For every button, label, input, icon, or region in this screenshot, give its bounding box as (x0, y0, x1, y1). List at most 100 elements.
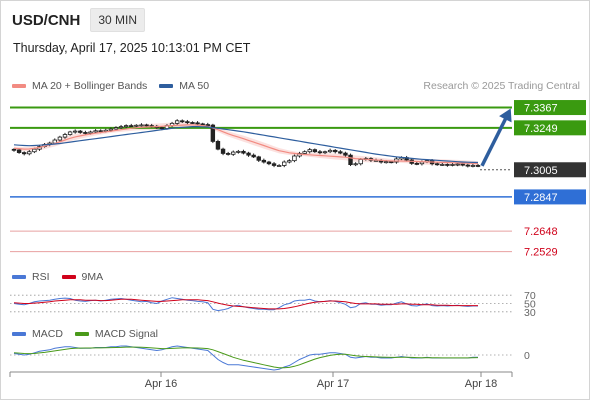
candle (287, 159, 292, 164)
bull-candle-body (470, 165, 476, 167)
credit-text: Research © 2025 Trading Central (423, 80, 580, 92)
candle (129, 123, 134, 128)
candle (333, 149, 338, 154)
candle (414, 161, 420, 166)
candle (174, 119, 180, 125)
bull-candle-body (450, 164, 455, 166)
bull-candle-body (302, 151, 307, 154)
bear-candle-body (225, 153, 231, 155)
bull-candle-body (113, 127, 119, 130)
symbol-title: USD/CNH (12, 11, 81, 29)
bull-candle-body (67, 131, 73, 135)
bear-candle-body (180, 120, 185, 123)
candle (266, 160, 272, 166)
rsi-level-label: 70 (524, 290, 536, 302)
candle (440, 162, 445, 166)
legend-ma50-label: MA 50 (179, 80, 210, 92)
ma20-swatch (12, 84, 26, 88)
forecast-arrow (480, 108, 512, 167)
legend-ma20-label: MA 20 + Bollinger Bands (32, 80, 148, 92)
x-axis: Apr 16 Apr 17 Apr 18 (9, 371, 513, 390)
resistance-tag: 7.3249 (514, 120, 586, 136)
candle (220, 147, 226, 156)
bear-candle-body (271, 163, 277, 166)
bull-candle-body (282, 161, 287, 166)
bull-candle-body (134, 124, 139, 127)
level-label: 7.2847 (524, 192, 558, 204)
rsi-level-label: 50 (524, 299, 536, 311)
level-label: 7.3005 (524, 165, 558, 177)
x-tick-label: Apr 16 (145, 378, 177, 390)
bear-candle-body (220, 148, 226, 154)
candle (348, 153, 353, 167)
candle (470, 163, 476, 168)
bull-candle-body (231, 151, 236, 155)
legend-macd-signal-label: MACD Signal (94, 328, 158, 340)
bull-candle-body (27, 151, 32, 155)
bull-candle-body (292, 155, 297, 162)
candle (338, 150, 343, 155)
rsi-swatch (12, 275, 26, 279)
candle (271, 162, 277, 168)
bear-candle-body (333, 149, 338, 153)
bear-candle-body (261, 159, 267, 163)
bull-candle-body (358, 159, 363, 165)
x-tick-label: Apr 18 (465, 378, 497, 390)
bear-candle-body (185, 121, 190, 124)
candle (251, 153, 256, 159)
candle (256, 155, 261, 162)
level-label: 7.3367 (524, 103, 558, 115)
bear-candle-body (83, 132, 88, 134)
candle (83, 130, 88, 135)
candle (72, 129, 78, 134)
rsi-ma-swatch (61, 275, 76, 279)
bear-candle-body (16, 149, 22, 153)
candle (62, 132, 68, 139)
macd-signal-swatch (74, 332, 89, 336)
candle (261, 158, 267, 164)
candle (312, 148, 318, 153)
bear-candle-body (317, 151, 323, 154)
arrow-head (499, 108, 512, 123)
bull-candle-body (276, 165, 282, 167)
current-price-box (514, 162, 586, 178)
bull-candle-body (32, 148, 37, 153)
candle (93, 129, 98, 134)
candle (210, 123, 216, 144)
ma50-line (13, 125, 479, 164)
arrow-shaft (480, 113, 510, 167)
bear-candle-body (129, 125, 134, 127)
moving-averages (13, 124, 479, 165)
bull-candle-body (57, 136, 63, 141)
bull-candle-body (118, 126, 124, 129)
bull-candle-body (455, 163, 460, 166)
timeframe-badge[interactable]: 30 MIN (90, 8, 146, 32)
bear-candle-body (389, 161, 394, 164)
candle (118, 124, 124, 130)
candle (292, 154, 297, 163)
bull-candle-body (93, 130, 98, 133)
legend-ma50: MA 50 (159, 80, 209, 92)
bull-candle-body (307, 149, 312, 153)
candle (246, 151, 251, 157)
rsi-level-label: 30 (524, 307, 536, 319)
candlesticks (11, 119, 481, 168)
candle (450, 162, 455, 167)
bear-candle-body (215, 141, 221, 150)
candle (190, 121, 195, 124)
bull-candle-body (174, 120, 180, 124)
bear-candle-body (21, 152, 27, 155)
candle (16, 148, 22, 154)
candle (67, 130, 73, 136)
bear-candle-body (190, 122, 195, 124)
level-label: 7.2648 (524, 226, 558, 238)
candle (327, 148, 333, 154)
price-legend: MA 20 + Bollinger Bands MA 50 (12, 80, 221, 92)
candle (225, 151, 231, 156)
bear-candle-body (241, 150, 246, 154)
bear-candle-body (348, 154, 353, 166)
bull-candle-body (440, 164, 445, 166)
bear-candle-body (210, 124, 216, 142)
bear-candle-body (251, 154, 256, 158)
